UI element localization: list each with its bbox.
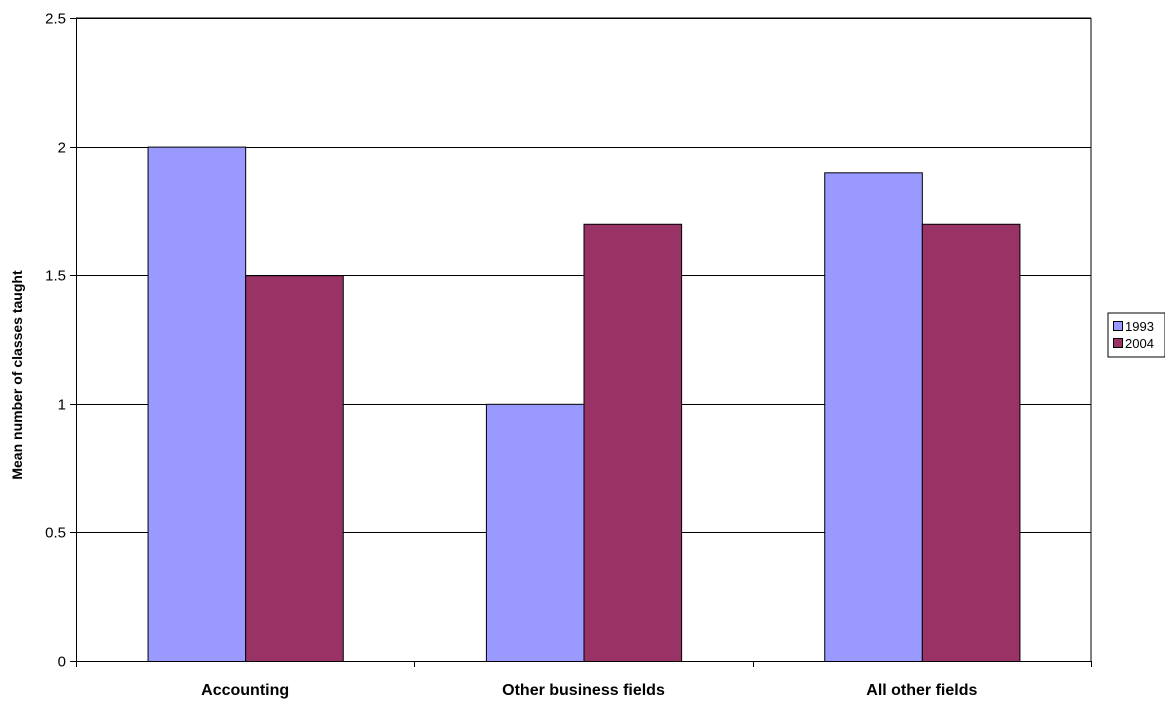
- y-tick-label: 1.5: [45, 268, 66, 285]
- bar-2004-other-business-fields: [583, 223, 683, 662]
- y-tick-label: 2.5: [45, 11, 66, 28]
- y-tick-label: 1: [58, 397, 66, 414]
- y-tick-label: 2: [58, 140, 66, 157]
- bar-1993-other-business-fields: [485, 403, 585, 662]
- x-category-label: Other business fields: [502, 682, 665, 699]
- x-category-label: Accounting: [201, 682, 289, 699]
- legend: 1993 2004: [1107, 312, 1165, 358]
- bar-1993-accounting: [147, 146, 247, 663]
- bars: [147, 146, 1021, 663]
- y-tick-label: 0: [58, 654, 66, 671]
- legend-swatch-2004: [1113, 338, 1123, 348]
- y-axis-title: Mean number of classes taught: [9, 270, 25, 480]
- x-category-label: All other fields: [866, 682, 977, 699]
- axes: [70, 18, 1092, 667]
- bar-2004-all-other-fields: [921, 223, 1021, 662]
- legend-swatch-1993: [1113, 321, 1123, 331]
- y-tick-label: 0.5: [45, 525, 66, 542]
- legend-label-1993: 1993: [1125, 319, 1154, 334]
- bar-2004-accounting: [245, 275, 344, 662]
- bar-1993-all-other-fields: [824, 172, 923, 662]
- legend-frame: [1107, 312, 1165, 358]
- labels: 0 0.5 1 1.5 2 2.5 Accounting Other business fie…: [45, 11, 977, 700]
- legend-label-2004: 2004: [1125, 336, 1154, 351]
